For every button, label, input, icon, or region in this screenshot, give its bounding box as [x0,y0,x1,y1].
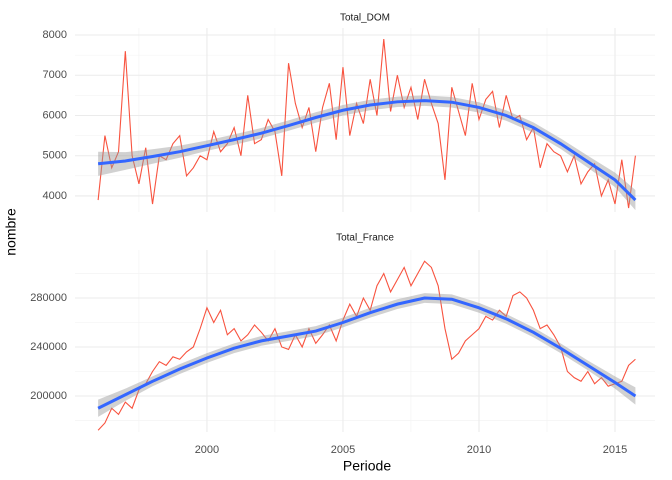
x-axis-label: Periode [343,458,391,474]
x-tick-label: 2005 [331,444,355,456]
x-tick-label: 2015 [603,444,627,456]
data-line [97,38,636,209]
smooth-line [97,296,637,410]
y-tick-label: 200000 [30,390,67,402]
y-tick-label: 8000 [43,29,67,41]
facet-title: Total_France [336,233,394,244]
x-tick-label: 2010 [467,444,491,456]
y-tick-label: 7000 [43,69,67,81]
x-tick-label: 2000 [195,444,219,456]
smooth-line [97,99,637,202]
y-tick-label: 240000 [30,341,67,353]
facet-title: Total_DOM [340,13,390,24]
y-tick-label: 6000 [43,109,67,121]
y-tick-label: 4000 [43,190,67,202]
y-axis-label: nombre [3,208,19,256]
confidence-band [98,293,636,417]
y-tick-label: 5000 [43,150,67,162]
y-tick-label: 280000 [30,292,67,304]
data-line [97,260,636,431]
